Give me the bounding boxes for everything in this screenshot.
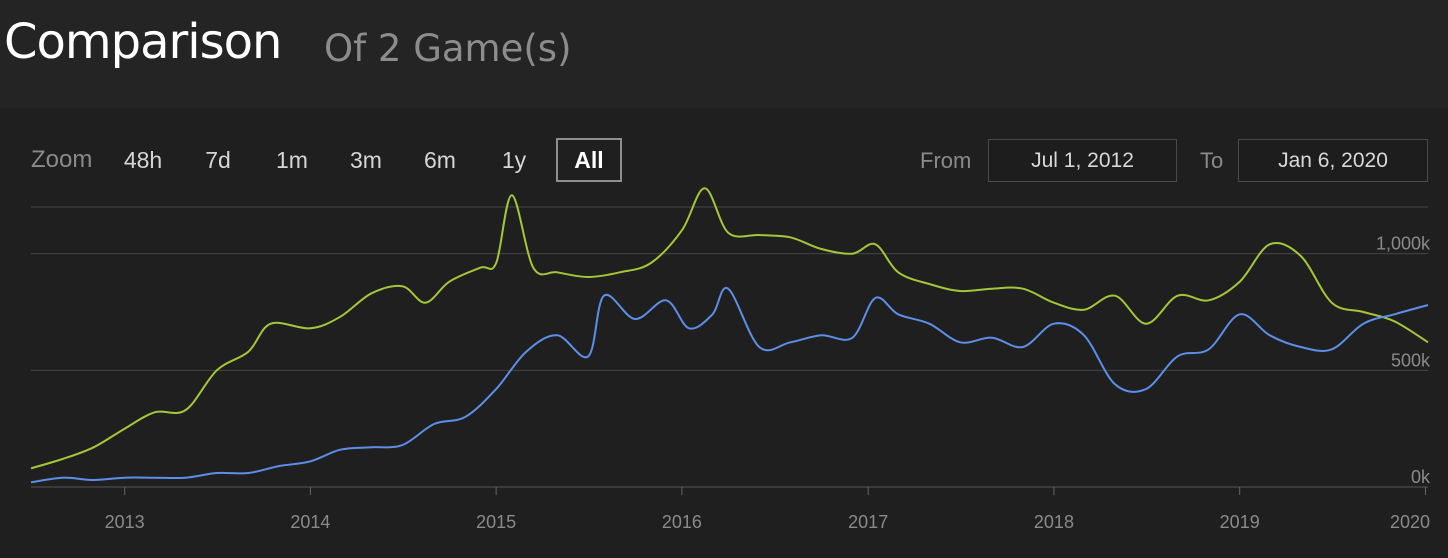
from-date-input[interactable]: Jul 1, 2012 [988, 139, 1177, 182]
page-header: Comparison Of 2 Game(s) [0, 0, 1448, 108]
to-date-input[interactable]: Jan 6, 2020 [1238, 139, 1428, 182]
series-green-line [30, 187, 1429, 470]
zoom-3m-button[interactable]: 3m [350, 147, 382, 173]
y-tick-label: 0k [1411, 467, 1431, 487]
x-tick-label: 2019 [1220, 512, 1260, 532]
zoom-48h-button[interactable]: 48h [123, 147, 163, 173]
from-label: From [920, 148, 972, 173]
page-subtitle: Of 2 Game(s) [324, 27, 572, 70]
x-tick-label: 2014 [290, 512, 330, 532]
chart-panel [0, 108, 1448, 558]
to-label: To [1200, 148, 1224, 173]
zoom-1m-button[interactable]: 1m [276, 147, 308, 173]
x-tick-label: 2013 [105, 512, 145, 532]
y-tick-label: 1,000k [1376, 234, 1431, 254]
zoom-6m-button[interactable]: 6m [424, 147, 456, 173]
x-tick-label: 2020 [1390, 512, 1430, 532]
zoom-1y-button[interactable]: 1y [501, 147, 527, 173]
zoom-7d-button[interactable]: 7d [205, 147, 231, 173]
x-tick-label: 2015 [476, 512, 516, 532]
series-blue-line [30, 286, 1429, 484]
zoom-label: Zoom [31, 146, 93, 173]
x-tick-label: 2018 [1034, 512, 1074, 532]
y-tick-label: 500k [1391, 350, 1431, 370]
x-tick-label: 2016 [662, 512, 702, 532]
page-title: Comparison [4, 14, 282, 70]
zoom-all-button[interactable]: All [556, 138, 622, 182]
x-tick-label: 2017 [848, 512, 888, 532]
